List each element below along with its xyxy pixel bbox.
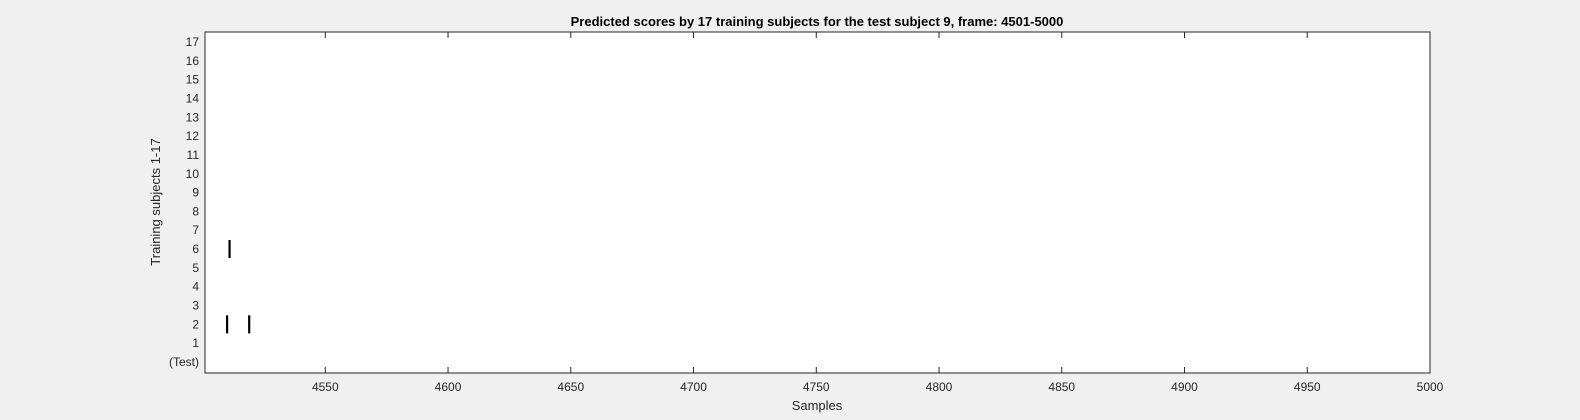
y-tick-label: 13 xyxy=(186,110,200,124)
x-tick-label: 4900 xyxy=(1171,380,1198,394)
y-tick-label: 4 xyxy=(192,280,199,294)
x-tick-label: 4950 xyxy=(1294,380,1321,394)
y-tick-label: 1 xyxy=(192,336,199,350)
y-tick-label: 16 xyxy=(186,54,200,68)
y-tick-label: 10 xyxy=(186,167,200,181)
x-tick-label: 4600 xyxy=(435,380,462,394)
y-tick-label: 11 xyxy=(187,148,200,162)
plot-area xyxy=(204,31,1431,374)
x-tick-label: 4850 xyxy=(1048,380,1075,394)
y-tick-label: 5 xyxy=(192,261,199,275)
x-tick-label: 4750 xyxy=(803,380,830,394)
data-marks xyxy=(225,240,251,334)
y-tick-label: (Test) xyxy=(169,355,199,369)
y-tick-label: 2 xyxy=(192,317,199,331)
y-tick-label: 15 xyxy=(186,73,200,87)
y-tick-label: 14 xyxy=(186,91,200,105)
x-tick-label: 5000 xyxy=(1417,380,1444,394)
y-axis-label: Training subjects 1-17 xyxy=(148,138,163,265)
x-tick-label: 4650 xyxy=(557,380,584,394)
y-tick-label: 8 xyxy=(192,204,199,218)
y-tick-label: 9 xyxy=(192,186,199,200)
y-tick-label: 3 xyxy=(192,299,199,313)
x-tick-label: 4800 xyxy=(926,380,953,394)
x-tick-label: 4700 xyxy=(680,380,707,394)
y-tick-label: 17 xyxy=(186,35,200,49)
x-axis-ticks: 4550 4600 4650 4700 4750 4800 4850 4900 4950 5000 xyxy=(312,32,1444,394)
y-tick-label: 6 xyxy=(192,242,199,256)
x-tick-label: 4550 xyxy=(312,380,339,394)
x-axis-label: Samples xyxy=(792,398,843,413)
y-tick-label: 7 xyxy=(192,223,199,237)
chart-title: Predicted scores by 17 training subjects… xyxy=(571,14,1064,29)
y-tick-label: 12 xyxy=(186,129,200,143)
